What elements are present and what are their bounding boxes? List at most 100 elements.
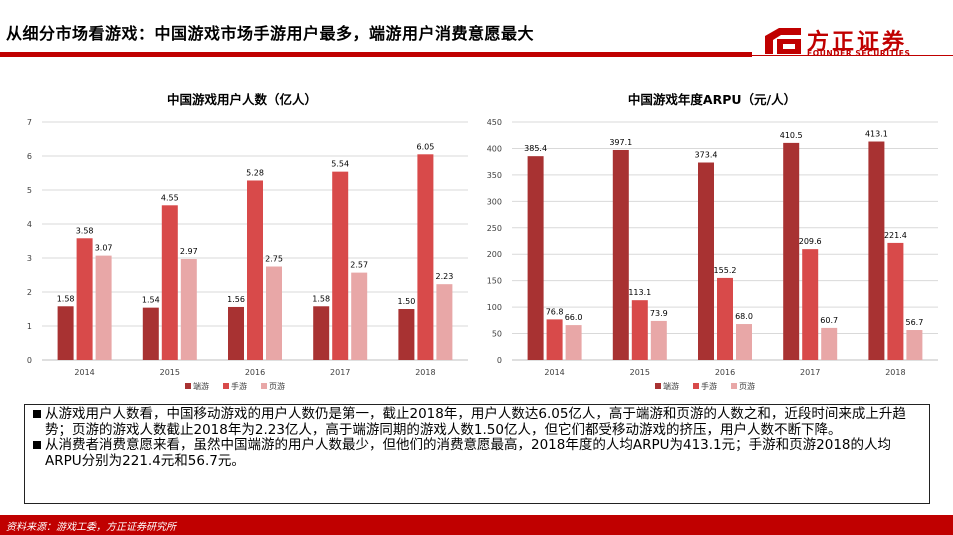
data-label: 1.54: [142, 296, 160, 305]
data-label: 6.05: [416, 142, 434, 151]
data-label: 76.8: [546, 307, 564, 316]
bar-端游-2016: [228, 306, 244, 360]
note-text: 从消费者消费意愿来看，虽然中国端游的用户人数最少，但他们的消费意愿最高，2018…: [45, 437, 891, 469]
data-label: 73.9: [650, 309, 668, 318]
y-tick-label: 450: [487, 118, 502, 127]
data-label: 397.1: [609, 138, 632, 147]
note-item: 从消费者消费意愿来看，虽然中国端游的用户人数最少，但他们的消费意愿最高，2018…: [33, 437, 923, 469]
legend-swatch-icon: [223, 383, 229, 389]
legend-swatch-icon: [261, 383, 267, 389]
legend-label: 手游: [231, 381, 247, 391]
y-tick-label: 4: [27, 220, 32, 229]
y-tick-label: 400: [487, 144, 502, 153]
header-divider: [0, 52, 752, 57]
chart-arpu: 中国游戏年度ARPU（元/人） 0 50 100 150 200 250 300 350 400 4…: [478, 84, 946, 404]
note-text: 从游戏用户人数看，中国移动游戏的用户人数仍是第一，截止2018年，用户人数达6.…: [45, 406, 906, 438]
x-tick-label: 2016: [715, 368, 735, 377]
company-logo: 方正证券 FOUNDER SECURITIES: [763, 22, 949, 60]
bar-页游-2017: [821, 327, 838, 360]
bar-手游-2017: [332, 171, 349, 360]
x-tick-label: 2017: [330, 368, 350, 377]
bar-端游-2014: [527, 156, 544, 360]
data-label: 155.2: [714, 266, 737, 275]
data-label: 5.28: [246, 168, 264, 177]
bar-端游-2018: [398, 309, 415, 360]
bar-页游-2016: [266, 266, 282, 360]
note-item: 从游戏用户人数看，中国移动游戏的用户人数仍是第一，截止2018年，用户人数达6.…: [33, 406, 923, 438]
data-label: 68.0: [735, 312, 753, 321]
data-label: 2.57: [350, 261, 368, 270]
bar-页游-2014: [565, 325, 582, 360]
data-label: 1.50: [397, 297, 415, 306]
bar-手游-2017: [802, 249, 819, 360]
logo-name-cn: 方正证券: [807, 30, 908, 55]
data-label: 4.55: [161, 193, 179, 202]
bar-端游-2015: [612, 149, 629, 360]
legend-swatch-icon: [185, 383, 191, 389]
bullet-square-icon: [33, 441, 41, 449]
data-label: 56.7: [905, 318, 923, 327]
bar-页游-2017: [351, 272, 368, 360]
y-tick-label: 6: [27, 152, 32, 161]
x-tick-label: 2018: [885, 368, 905, 377]
bar-手游-2018: [887, 242, 904, 360]
data-label: 5.54: [331, 160, 349, 169]
data-label: 2.97: [180, 247, 198, 256]
y-tick-label: 5: [27, 186, 32, 195]
data-label: 3.07: [95, 244, 113, 253]
data-label: 385.4: [524, 144, 547, 153]
bar-手游-2014: [76, 238, 93, 360]
data-label: 113.1: [628, 288, 651, 297]
source-note: 资料来源：游戏工委，方正证券研究所: [6, 522, 176, 533]
y-tick-label: 0: [497, 356, 502, 365]
bar-端游-2018: [868, 141, 885, 360]
x-tick-label: 2014: [74, 368, 94, 377]
x-tick-label: 2018: [415, 368, 435, 377]
data-label: 1.58: [57, 294, 75, 303]
bar-端游-2015: [142, 307, 159, 360]
legend-label: 手游: [701, 381, 717, 391]
data-label: 1.56: [227, 295, 245, 304]
bar-页游-2018: [906, 330, 923, 360]
arpu-bar-chart: 中国游戏年度ARPU（元/人） 0 50 100 150 200 250 300 350 400 4…: [487, 92, 938, 391]
bullet-square-icon: [33, 410, 41, 418]
data-label: 221.4: [884, 231, 907, 240]
bar-页游-2015: [650, 320, 667, 360]
data-label: 60.7: [820, 316, 838, 325]
data-label: 373.4: [695, 151, 718, 160]
logo-name-en: FOUNDER SECURITIES: [807, 49, 911, 58]
y-tick-label: 3: [27, 254, 32, 263]
y-tick-label: 7: [27, 118, 32, 127]
bar-页游-2016: [736, 324, 752, 360]
y-tick-label: 250: [487, 224, 502, 233]
chart-title: 中国游戏年度ARPU（元/人）: [628, 92, 796, 107]
data-label: 3.58: [76, 226, 94, 235]
legend-swatch-icon: [655, 383, 661, 389]
data-label: 2.23: [435, 272, 453, 281]
bar-手游-2015: [631, 300, 648, 360]
legend-label: 端游: [193, 381, 209, 391]
y-tick-label: 150: [487, 277, 502, 286]
x-tick-label: 2015: [630, 368, 650, 377]
users-bar-chart: 中国游戏用户人数（亿人） 0 1 2 3 4 5 6 7 1.58 3.583.07 2014 1.54…: [27, 92, 468, 391]
data-label: 66.0: [565, 313, 583, 322]
chart-title: 中国游戏用户人数（亿人）: [167, 92, 317, 107]
y-tick-label: 350: [487, 171, 502, 180]
chart-users: 中国游戏用户人数（亿人） 0 1 2 3 4 5 6 7 1.58 3.58 3.07 2014 1.54…: [8, 84, 476, 404]
page-title: 从细分市场看游戏：中国游戏市场手游用户最多，端游用户消费意愿最大: [6, 24, 535, 43]
bar-端游-2017: [783, 142, 800, 360]
y-tick-label: 1: [27, 322, 32, 331]
bar-手游-2015: [161, 205, 178, 360]
header-divider-thin: [752, 55, 953, 56]
bar-手游-2014: [546, 319, 563, 360]
x-tick-label: 2015: [160, 368, 180, 377]
bar-端游-2014: [57, 306, 74, 360]
bar-页游-2015: [180, 259, 197, 360]
data-label: 209.6: [799, 237, 822, 246]
bar-手游-2016: [247, 180, 263, 360]
data-label: 413.1: [865, 130, 888, 139]
y-tick-label: 300: [487, 197, 502, 206]
x-tick-label: 2016: [245, 368, 265, 377]
footer-bar: 资料来源：游戏工委，方正证券研究所: [0, 515, 953, 535]
data-label: 1.58: [312, 294, 330, 303]
